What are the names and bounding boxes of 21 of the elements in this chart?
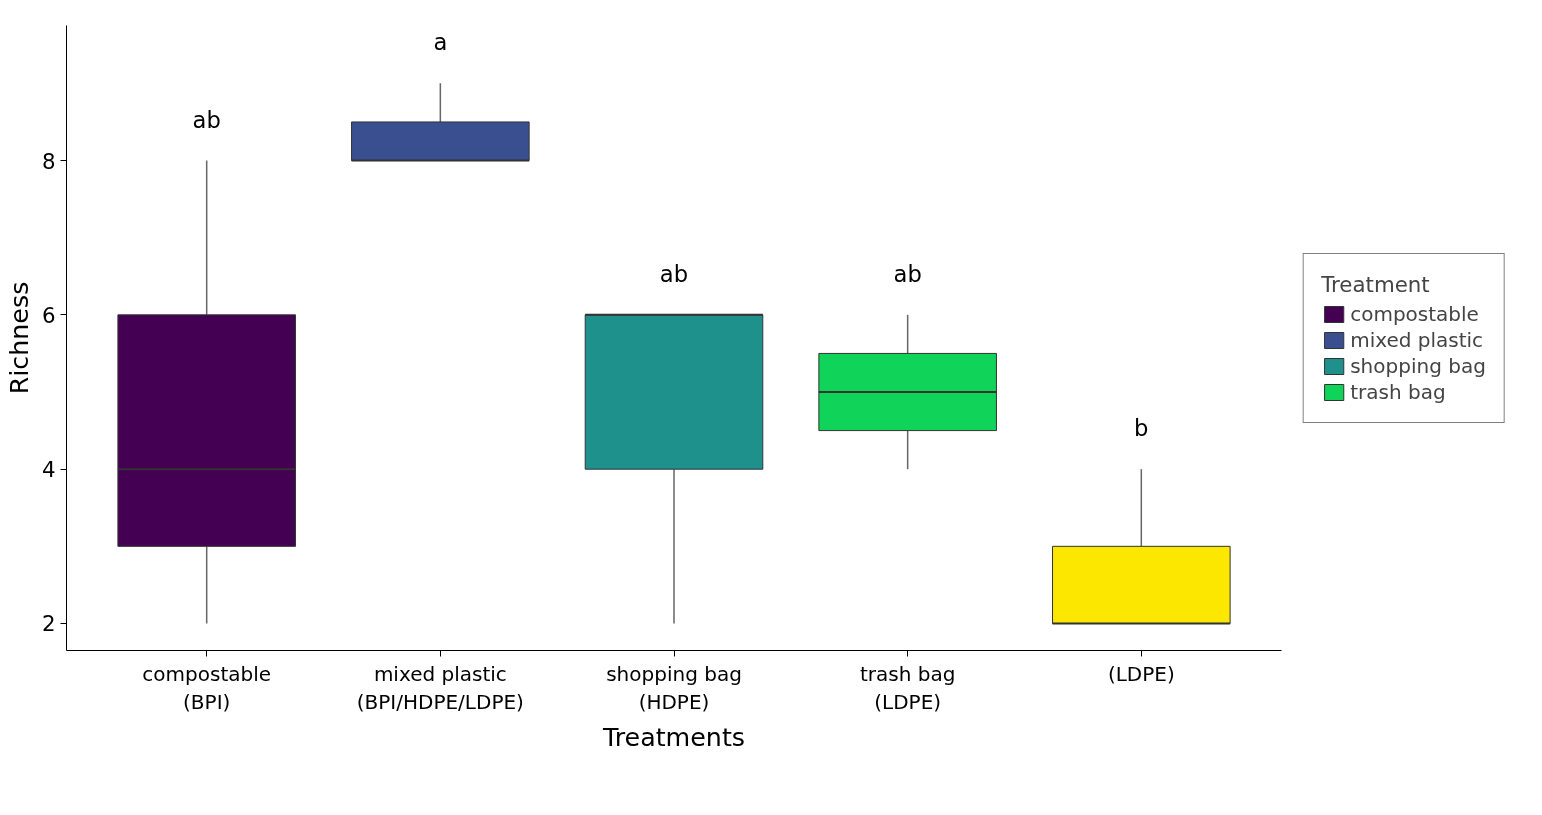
x-tick-label: mixed plastic (BPI/HDPE/LDPE)	[356, 661, 524, 715]
x-axis-title: Treatments	[601, 722, 746, 753]
legend-label: shopping bag	[1350, 353, 1486, 378]
legend-title: Treatment	[1321, 271, 1431, 297]
x-tick-label: trash bag (LDPE)	[859, 661, 956, 715]
x-tick-label: (LDPE)	[1107, 661, 1175, 686]
x-tick-label: shopping bag (HDPE)	[606, 661, 742, 715]
y-tick-label: 6	[41, 302, 56, 328]
annotation: ab	[893, 260, 922, 287]
annotation: b	[1134, 415, 1149, 442]
y-tick-label: 8	[41, 148, 56, 174]
legend-label: compostable	[1350, 301, 1479, 326]
annotation: ab	[659, 260, 689, 287]
x-tick-label: compostable (BPI)	[142, 661, 272, 715]
annotation: ab	[192, 106, 221, 133]
y-axis-title: Richness	[3, 281, 34, 395]
annotation: a	[433, 29, 448, 56]
y-tick-label: 4	[41, 457, 56, 483]
y-tick-label: 2	[41, 611, 56, 637]
legend-label: mixed plastic	[1350, 327, 1484, 352]
legend-label: trash bag	[1350, 379, 1446, 404]
